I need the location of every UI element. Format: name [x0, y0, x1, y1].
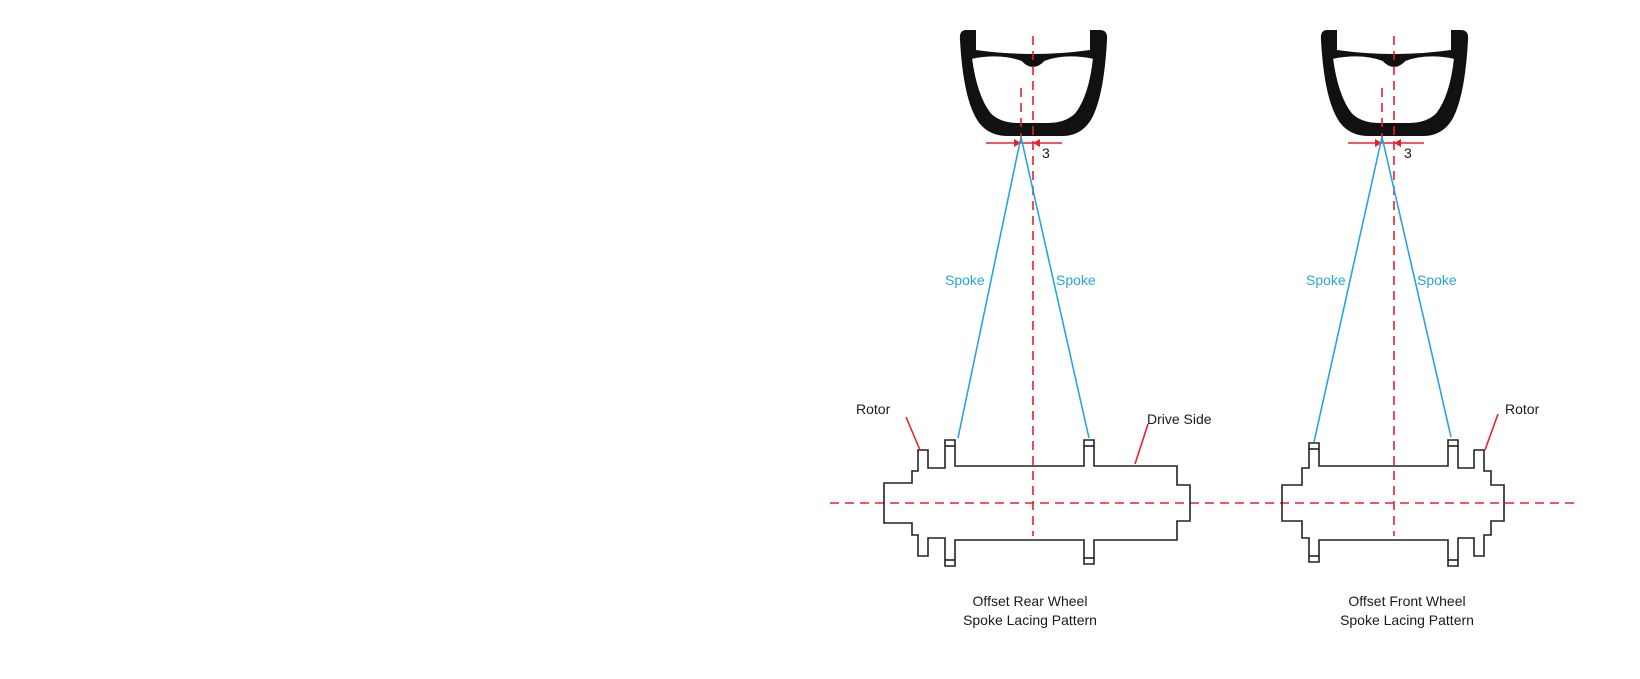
rear-spoke-right: [1020, 136, 1090, 439]
rear-rotor-label: Rotor: [856, 401, 891, 417]
front-rotor-leader: [1484, 413, 1499, 451]
rear-offset-arrow-left: [1014, 139, 1021, 147]
front-wheel-diagram: 3 Spoke Spoke Rotor Offset Front Wheel S…: [1281, 30, 1540, 628]
front-offset-arrow-left: [1375, 139, 1382, 147]
rear-drive-side-leader: [1134, 423, 1149, 465]
front-rotor-label: Rotor: [1505, 401, 1540, 417]
rear-offset-value: 3: [1042, 145, 1050, 161]
rear-drive-side-label: Drive Side: [1147, 411, 1212, 427]
front-caption-line2: Spoke Lacing Pattern: [1340, 612, 1474, 628]
rear-caption-line1: Offset Rear Wheel: [973, 593, 1088, 609]
rear-rotor-leader: [905, 416, 921, 451]
rear-hub-outline: [883, 439, 1191, 567]
rear-spoke-left-label: Spoke: [945, 272, 985, 288]
front-caption-line1: Offset Front Wheel: [1348, 593, 1465, 609]
rear-wheel-diagram: 3 Spoke Spoke Rotor Drive Side Offset Re…: [856, 30, 1212, 628]
rear-spoke-left: [957, 136, 1022, 439]
front-offset-arrow-right: [1394, 139, 1401, 147]
rear-spoke-right-label: Spoke: [1056, 272, 1096, 288]
rear-caption-line2: Spoke Lacing Pattern: [963, 612, 1097, 628]
front-spoke-left: [1313, 136, 1383, 443]
front-spoke-left-label: Spoke: [1306, 272, 1346, 288]
front-spoke-right-label: Spoke: [1417, 272, 1457, 288]
front-hub-outline: [1281, 439, 1505, 567]
front-offset-value: 3: [1404, 145, 1412, 161]
rear-offset-arrow-right: [1033, 139, 1040, 147]
front-spoke-right: [1381, 136, 1452, 438]
